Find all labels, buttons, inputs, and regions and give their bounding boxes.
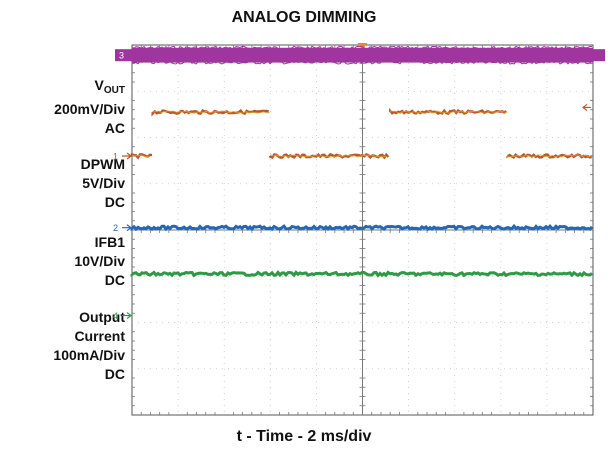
ifb1-name: IFB1 [94, 234, 125, 250]
output-current-coupling: DC [104, 366, 125, 382]
output-current-scale: 100mA/Div [53, 347, 125, 363]
trigger-level-marker [582, 103, 591, 111]
vout-label-main: V [94, 77, 104, 93]
channel-label-output-current: Output Current 100mA/Div DC [53, 308, 125, 384]
dpwm-segment [388, 107, 507, 115]
channel-label-vout: VOUT 200mV/Div AC [54, 76, 125, 138]
dpwm-name: DPWM [80, 156, 125, 172]
ifb1-scale: 10V/Div [74, 253, 125, 269]
channel-3-badge [115, 49, 132, 62]
channel-number-label: 1 [113, 152, 118, 162]
dpwm-coupling: DC [104, 194, 125, 210]
dpwm-segment-noise [507, 154, 592, 158]
output-current-name-2: Current [74, 328, 125, 344]
dpwm-segment-noise [389, 110, 508, 114]
channel-number-label: 3 [119, 51, 124, 61]
trace-ch2 [130, 223, 594, 232]
channel-ground-marker [122, 312, 132, 320]
vout-ripple-band [132, 47, 593, 63]
vout-band-top-edge [131, 45, 593, 50]
channel-3-offscreen-badge [593, 49, 605, 62]
trace-ch4 [130, 269, 593, 278]
chart-title: ANALOG DIMMING [231, 9, 377, 26]
channel-label-ifb1: IFB1 10V/Div DC [74, 233, 125, 290]
channel-number-label: 2 [113, 223, 118, 233]
dpwm-segment-noise [269, 154, 388, 158]
ifb1-coupling: DC [104, 272, 125, 288]
channel-number-label: 4 [113, 311, 118, 321]
vout-band-bottom-edge [131, 60, 593, 65]
dpwm-scale: 5V/Div [82, 175, 125, 191]
x-axis-label: t - Time - 2 ms/div [236, 428, 372, 445]
vout-label-sub: OUT [103, 85, 125, 96]
channel-label-dpwm: DPWM 5V/Div DC [81, 155, 125, 212]
dpwm-segment-noise [131, 154, 150, 157]
channel-ground-marker [122, 224, 132, 232]
vout-scale: 200mV/Div [54, 101, 125, 117]
dpwm-segment-noise [151, 110, 270, 114]
output-current-name-1: Output [79, 309, 125, 325]
channel-ground-marker [122, 152, 132, 160]
vout-coupling: AC [104, 120, 125, 136]
